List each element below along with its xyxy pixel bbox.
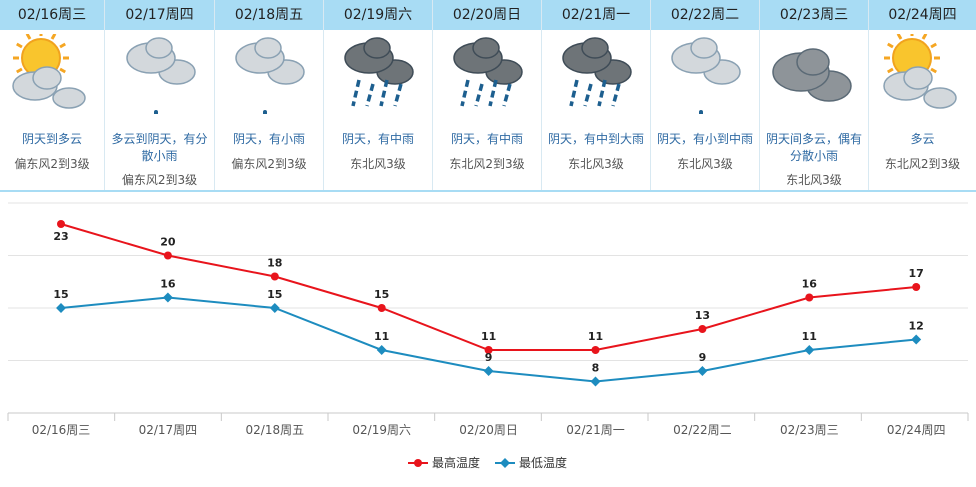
day-date: 02/24周四 <box>869 0 976 30</box>
data-point <box>269 303 280 313</box>
legend-marker <box>500 458 510 468</box>
data-point <box>270 272 279 281</box>
data-point <box>376 345 387 355</box>
day-date: 02/20周日 <box>433 0 541 30</box>
weather-condition: 阴天，有中雨 <box>450 132 523 146</box>
data-label: 9 <box>699 351 707 364</box>
cloud-moderate-rain-icon <box>433 34 541 114</box>
day-date: 02/23周三 <box>760 0 868 30</box>
day-date: 02/16周三 <box>0 0 104 30</box>
overcast-cloud-icon <box>760 34 868 114</box>
data-label: 12 <box>909 320 924 333</box>
data-point <box>698 325 707 333</box>
data-point <box>804 345 815 355</box>
weather-condition: 阴天到多云 <box>21 132 82 146</box>
data-label: 13 <box>695 309 710 322</box>
data-point <box>56 303 66 313</box>
temperature-chart: 02/16周三 02/17周四 02/18周五 02/19周六 02/20周日 02/21… <box>7 202 969 470</box>
day-column: 02/21周一阴天，有中到大雨 东北风3级 <box>542 0 651 190</box>
weather-condition: 阴天，有中到大雨 <box>547 132 644 146</box>
day-column: 02/23周三 阴天间多云，偶有分散小雨东北风3级 <box>760 0 869 190</box>
day-column: 02/18周五阴天，有小雨 偏东风2到3级 <box>215 0 324 190</box>
weather-condition: 阴天，有中雨 <box>341 132 414 146</box>
data-label: 18 <box>267 257 282 270</box>
weather-condition: 阴天，有小雨 <box>232 132 305 146</box>
day-column: 02/17周四 多云到阴天，有分散小雨偏东风2到3级 <box>105 0 215 190</box>
data-label: 16 <box>160 278 176 291</box>
data-label: 17 <box>909 267 924 280</box>
day-column: 02/22周二阴天，有小到中雨 东北风3级 <box>651 0 760 190</box>
cloud-light-rain-icon <box>651 34 759 114</box>
x-tick-label: 02/23周三 <box>780 423 839 437</box>
day-date: 02/17周四 <box>105 0 214 30</box>
data-label: 11 <box>588 330 603 343</box>
data-label: 9 <box>485 351 493 364</box>
x-tick-label: 02/19周六 <box>352 423 411 437</box>
data-point <box>57 220 65 228</box>
data-label: 11 <box>374 330 389 343</box>
divider <box>0 190 976 192</box>
wind-info: 东北风3级 <box>786 173 842 187</box>
legend-marker <box>414 459 422 467</box>
weather-condition: 多云到阴天，有分散小雨 <box>111 132 208 163</box>
cloud-light-rain-icon <box>105 34 214 114</box>
x-tick-label: 02/24周四 <box>887 423 946 437</box>
forecast-panel: 02/16周三 阴天到多云 偏东风2到3级 02/17周四 多云到阴天，有分散小雨 偏东风… <box>0 0 976 193</box>
day-column: 02/20周日阴天，有中雨 东北风2到3级 <box>433 0 542 190</box>
data-point <box>483 366 494 376</box>
data-point <box>484 346 493 354</box>
data-label: 16 <box>802 278 818 291</box>
day-date: 02/21周一 <box>542 0 650 30</box>
sun-cloud-icon <box>0 34 104 114</box>
wind-info: 东北风2到3级 <box>884 157 961 171</box>
wind-info: 东北风2到3级 <box>449 157 525 171</box>
day-column: 02/16周三阴天到多云偏东风2到3级 <box>0 0 105 190</box>
wind-info: 东北风3级 <box>568 157 624 171</box>
weather-condition: 阴天间多云，偶有分散小雨 <box>765 132 862 163</box>
legend-label: 最低温度 <box>519 455 567 470</box>
wind-info: 偏东风2到3级 <box>231 157 307 171</box>
day-date: 02/22周二 <box>651 0 759 30</box>
data-label: 20 <box>160 236 176 249</box>
data-label: 11 <box>802 330 817 343</box>
data-point <box>162 292 173 303</box>
data-label: 11 <box>481 330 496 343</box>
legend-label: 最高温度 <box>432 455 480 470</box>
x-tick-label: 02/18周五 <box>246 423 305 437</box>
weather-condition: 阴天，有小到中雨 <box>656 132 753 146</box>
cloud-light-rain-icon <box>215 34 323 114</box>
x-tick-label: 02/20周日 <box>459 423 518 437</box>
wind-info: 偏东风2到3级 <box>121 173 198 187</box>
data-point <box>912 283 921 291</box>
x-tick-label: 02/16周三 <box>32 423 91 437</box>
wind-info: 东北风3级 <box>350 157 406 171</box>
weather-condition: 多云 <box>910 132 935 146</box>
data-label: 15 <box>53 288 68 301</box>
data-point <box>590 376 601 387</box>
wind-info: 东北风3级 <box>677 157 733 171</box>
data-point <box>591 346 600 354</box>
data-point <box>377 304 386 312</box>
x-tick-label: 02/22周二 <box>673 423 732 437</box>
cloud-moderate-rain-icon <box>324 34 432 114</box>
cloud-heavy-rain-icon <box>542 34 650 114</box>
day-date: 02/19周六 <box>324 0 432 30</box>
data-label: 15 <box>374 288 389 301</box>
day-column: 02/24周四多云东北风2到3级 <box>869 0 976 190</box>
data-label: 15 <box>267 288 282 301</box>
x-tick-label: 02/17周四 <box>139 423 198 437</box>
day-column: 02/19周六阴天，有中雨 东北风3级 <box>324 0 433 190</box>
wind-info: 偏东风2到3级 <box>14 157 90 171</box>
day-date: 02/18周五 <box>215 0 323 30</box>
data-point <box>697 366 708 376</box>
data-label: 8 <box>592 362 600 375</box>
x-tick-label: 02/21周一 <box>566 423 625 437</box>
data-point <box>805 293 814 302</box>
data-label: 23 <box>53 230 68 243</box>
data-point <box>163 251 172 260</box>
data-point <box>911 334 922 345</box>
sun-cloud-icon <box>869 34 976 114</box>
